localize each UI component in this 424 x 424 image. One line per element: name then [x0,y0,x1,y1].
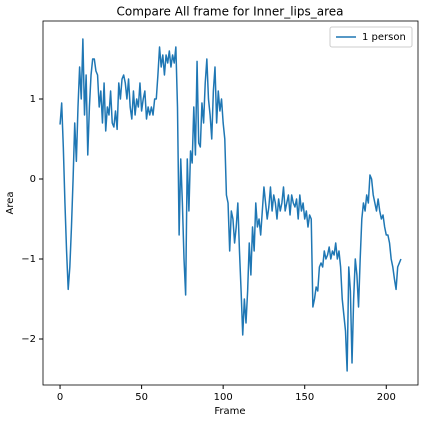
x-tick-label: 200 [377,392,396,403]
line-series [59,38,402,372]
y-tick-label: −1 [21,254,36,265]
chart-title: Compare All frame for Inner_lips_area [116,5,343,19]
legend-box [329,26,413,48]
y-tick-label: 1 [30,94,36,105]
x-tick-label: 100 [214,392,233,403]
x-tick-label: 150 [295,392,314,403]
y-tick-label: 0 [30,174,36,185]
x-tick-label: 50 [135,392,148,403]
y-tick-label: −2 [21,334,36,345]
x-tick-label: 0 [57,392,63,403]
plot-frame [42,20,419,386]
y-axis-label: Area [5,191,16,214]
legend-label: 1 person [362,32,406,43]
x-axis-label: Frame [214,406,245,417]
